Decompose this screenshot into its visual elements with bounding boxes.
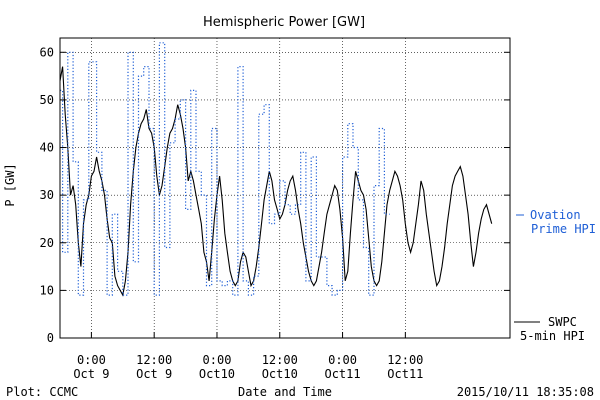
plot-frame (59, 37, 511, 339)
x-tick-label-time: 12:00 (136, 353, 172, 367)
x-axis-label: Date and Time (238, 385, 332, 399)
chart-title: Hemispheric Power [GW] (203, 15, 365, 30)
x-tick-label-time: 12:00 (262, 353, 298, 367)
series-line-ovation-prime-hpi (60, 42, 390, 296)
x-tick-label-date: Oct 9 (136, 367, 172, 381)
series-line-swpc-5min-hpi (59, 66, 493, 297)
y-tick-label: 0 (47, 331, 54, 345)
x-tick-label-time: 0:00 (328, 353, 357, 367)
legend-ovation: Ovation Prime HPI (516, 208, 596, 236)
y-tick-label: 60 (40, 45, 54, 59)
x-tick-label-date: Oct10 (199, 367, 235, 381)
x-tick-label-date: Oct 9 (73, 367, 109, 381)
footer-timestamp: 2015/10/11 18:35:08 (457, 385, 594, 399)
x-tick-label-time: 0:00 (203, 353, 232, 367)
x-tick-label-time: 12:00 (387, 353, 423, 367)
footer-plot-source: Plot: CCMC (6, 385, 78, 399)
y-tick-label: 20 (40, 236, 54, 250)
x-tick-label-date: Oct11 (387, 367, 423, 381)
y-tick-label: 40 (40, 141, 54, 155)
legend-swpc: SWPC 5-min HPI (514, 315, 585, 343)
legend-ovation-line2: Prime HPI (531, 222, 596, 236)
legend-swpc-line2: 5-min HPI (520, 329, 585, 343)
x-tick-label-date: Oct10 (262, 367, 298, 381)
legend-ovation-line1: Ovation (530, 208, 581, 222)
y-tick-label: 30 (40, 188, 54, 202)
y-tick-label: 10 (40, 283, 54, 297)
series-layer (59, 42, 493, 297)
legend-swpc-line1: SWPC (548, 315, 577, 329)
grid (60, 38, 510, 338)
x-tick-label-time: 0:00 (77, 353, 106, 367)
y-axis-label: P [GW] (3, 163, 17, 206)
x-tick-label-date: Oct11 (324, 367, 360, 381)
y-tick-label: 50 (40, 93, 54, 107)
